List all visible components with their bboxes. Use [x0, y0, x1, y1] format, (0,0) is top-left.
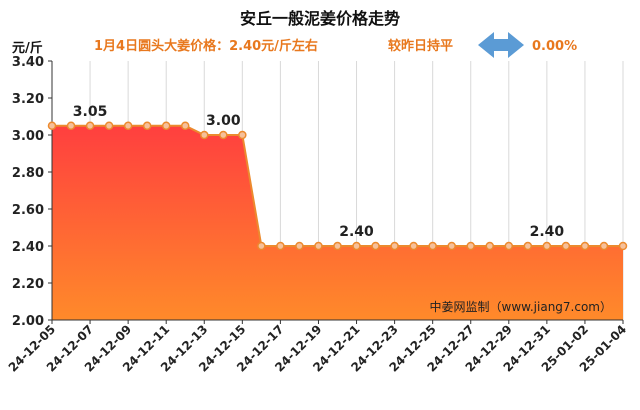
data-point — [314, 241, 323, 251]
data-label: 3.05 — [73, 104, 108, 120]
data-point — [542, 241, 552, 251]
change-label: 较昨日持平 — [388, 38, 453, 54]
data-point — [390, 241, 399, 251]
data-point — [161, 121, 171, 130]
data-point — [428, 241, 437, 251]
data-point — [200, 130, 209, 140]
data-point — [219, 130, 228, 140]
data-label: 3.00 — [206, 113, 241, 129]
data-point — [66, 121, 76, 130]
y-axis-unit: 元/斤 — [12, 40, 43, 56]
data-point — [47, 121, 57, 130]
data-point — [371, 241, 380, 251]
data-point — [352, 241, 361, 251]
data-point — [447, 241, 456, 251]
area-fill — [52, 125, 623, 320]
data-point — [504, 241, 514, 251]
y-tick-label: 2.40 — [12, 240, 44, 255]
data-point — [485, 241, 495, 251]
data-point — [142, 121, 152, 130]
y-tick-label: 3.00 — [12, 129, 44, 144]
data-point — [466, 241, 475, 251]
data-point — [580, 241, 590, 251]
change-value: 0.00% — [532, 39, 577, 54]
chart-title: 安丘一般泥姜价格走势 — [240, 9, 400, 28]
data-point — [85, 121, 95, 130]
data-labels: 3.05 3.00 2.40 2.40 — [73, 104, 565, 240]
y-tick-label: 2.20 — [12, 277, 44, 292]
data-point — [333, 241, 342, 251]
data-point — [561, 241, 571, 251]
data-point — [180, 121, 190, 130]
data-label: 2.40 — [530, 224, 565, 240]
data-point — [599, 241, 609, 251]
x-axis-ticks: 24-12-0524-12-0724-12-0924-12-1124-12-13… — [6, 320, 629, 375]
left-right-arrow-icon — [478, 32, 524, 58]
source-credit: 中姜网监制（www.jiang7.com） — [430, 299, 612, 314]
data-point — [276, 241, 285, 251]
data-point — [123, 121, 133, 130]
data-point — [295, 241, 304, 251]
data-markers — [47, 121, 628, 251]
y-axis-ticks: 2.00 2.20 2.40 2.60 2.80 3.00 3.20 3.40 — [12, 55, 52, 329]
data-point — [104, 121, 114, 130]
y-tick-label: 2.80 — [12, 166, 44, 181]
data-point — [618, 241, 628, 251]
y-tick-label: 2.00 — [12, 314, 44, 329]
data-point — [238, 130, 247, 140]
y-tick-label: 3.40 — [12, 55, 44, 70]
data-point — [409, 241, 418, 251]
y-tick-label: 2.60 — [12, 203, 44, 218]
data-label: 2.40 — [339, 224, 374, 240]
data-point — [523, 241, 533, 251]
price-info-text: 1月4日圆头大姜价格：2.40元/斤左右 — [94, 38, 318, 54]
y-tick-label: 3.20 — [12, 92, 44, 107]
price-area — [52, 124, 623, 320]
data-point — [257, 241, 266, 251]
axes — [51, 61, 623, 321]
